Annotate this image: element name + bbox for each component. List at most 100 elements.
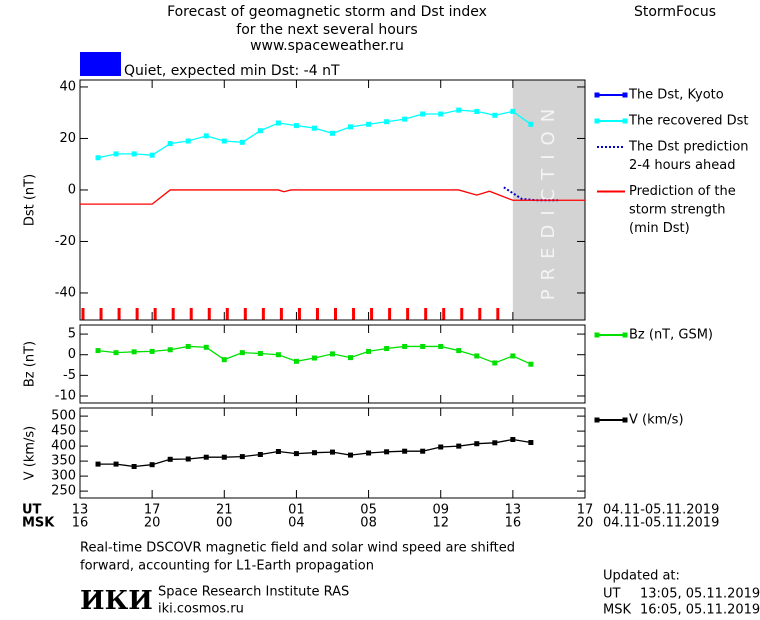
point <box>311 125 317 131</box>
point <box>275 120 281 126</box>
point <box>438 444 444 450</box>
y-tick-label: 400 <box>51 439 76 454</box>
point <box>95 461 101 467</box>
site: iki.cosmos.ru <box>158 602 244 617</box>
point <box>492 440 498 446</box>
series-line <box>80 189 585 205</box>
point <box>167 347 173 353</box>
point <box>402 116 408 122</box>
x-tick-label: 09 <box>432 503 449 518</box>
point <box>366 348 372 354</box>
status-text: Quiet, expected min Dst: -4 nT <box>124 63 340 79</box>
point <box>330 130 335 136</box>
y-tick-label: 500 <box>51 409 76 424</box>
footer-note: Real-time DSCOVR magnetic field and sola… <box>80 541 515 556</box>
point <box>528 121 534 127</box>
point <box>239 454 245 460</box>
x-tick-label: 21 <box>216 503 233 518</box>
x-axis-label: UT <box>22 503 42 518</box>
point <box>366 121 372 127</box>
legend-label: The Dst, Kyoto <box>628 88 724 103</box>
legend-marker <box>622 118 628 124</box>
point <box>528 361 534 367</box>
point <box>221 357 227 363</box>
point <box>257 350 263 356</box>
y-tick-label: 40 <box>59 79 76 94</box>
x2-axis-label: MSK <box>22 516 55 531</box>
point <box>402 343 408 349</box>
point <box>239 350 245 356</box>
x2-tick-label: 16 <box>72 516 89 531</box>
point <box>131 464 137 469</box>
point <box>95 348 101 354</box>
logo: ИКИ <box>80 586 153 616</box>
y-axis-label: V (km/s) <box>23 426 38 481</box>
point <box>149 348 155 354</box>
point <box>510 437 516 442</box>
legend-label: 2-4 hours ahead <box>629 158 735 173</box>
title-line: for the next several hours <box>236 22 417 38</box>
footer-note: forward, accounting for L1-Earth propaga… <box>80 559 374 574</box>
x-tick-label: 17 <box>144 503 161 518</box>
point <box>257 452 263 457</box>
point <box>167 456 173 462</box>
point <box>348 355 354 361</box>
plot-frame <box>79 407 586 499</box>
y-tick-label: 0 <box>68 347 76 362</box>
y-tick-label: -20 <box>55 234 76 249</box>
point <box>275 352 281 358</box>
point <box>131 349 137 355</box>
point <box>384 119 390 125</box>
institute: Space Research Institute RAS <box>158 585 349 600</box>
updated-msk: 16:05, 05.11.2019 <box>640 603 760 618</box>
x-tick-label: 13 <box>72 503 89 518</box>
point <box>456 107 462 113</box>
point <box>203 454 209 460</box>
y-tick-label: 20 <box>59 131 76 146</box>
legend-label: Bz (nT, GSM) <box>629 328 713 343</box>
point <box>275 449 281 454</box>
x2-tick-label: 16 <box>505 516 522 531</box>
point <box>113 461 119 467</box>
point <box>528 440 534 445</box>
title-line: www.spaceweather.ru <box>250 38 404 54</box>
point <box>384 346 390 352</box>
point <box>149 462 155 468</box>
x2-tick-label: 20 <box>577 516 594 531</box>
y-tick-label: -40 <box>55 285 76 300</box>
x2-range: 04.11-05.11.2019 <box>603 516 719 531</box>
point <box>185 138 191 144</box>
x-tick-label: 13 <box>505 503 522 518</box>
point <box>456 348 462 354</box>
point <box>420 111 426 117</box>
point <box>221 454 227 460</box>
point <box>293 123 299 129</box>
point <box>167 141 173 147</box>
legend-marker <box>594 118 600 124</box>
point <box>311 450 317 456</box>
y-tick-label: 300 <box>51 469 76 484</box>
legend-label: The Dst prediction <box>628 140 749 155</box>
y-tick-label: -5 <box>63 368 76 383</box>
point <box>474 108 480 114</box>
x-tick-label: 17 <box>577 503 594 518</box>
y-axis-label: Bz (nT) <box>23 341 38 387</box>
legend-marker <box>594 332 600 338</box>
point <box>492 360 498 366</box>
point <box>420 343 426 349</box>
point <box>113 350 119 356</box>
title-line: Forecast of geomagnetic storm and Dst in… <box>167 4 487 20</box>
plot-frame <box>79 324 586 404</box>
point <box>257 128 263 134</box>
point <box>185 456 191 462</box>
point <box>330 351 335 357</box>
y-tick-label: -10 <box>55 388 76 403</box>
y-tick-label: 5 <box>68 327 76 342</box>
x2-tick-label: 12 <box>432 516 449 531</box>
x2-tick-label: 00 <box>216 516 233 531</box>
point <box>293 358 299 364</box>
point <box>348 124 354 130</box>
y-tick-label: 450 <box>51 424 76 439</box>
point <box>348 452 354 458</box>
